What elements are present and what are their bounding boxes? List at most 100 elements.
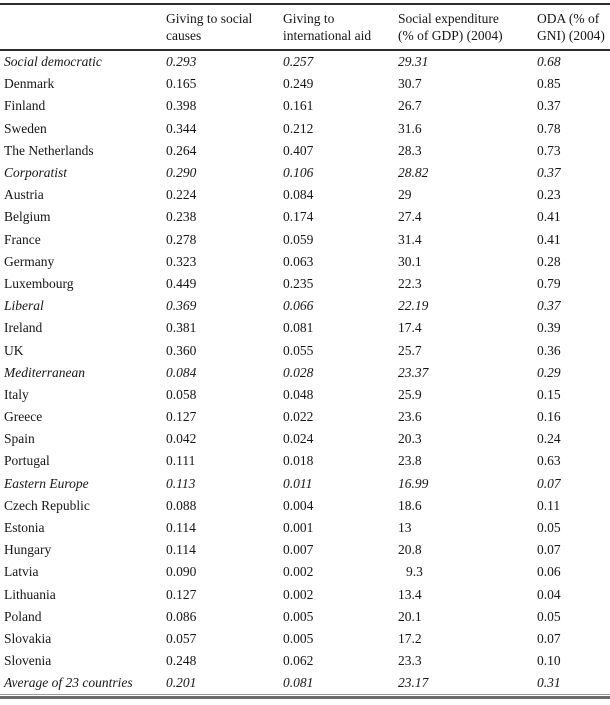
cell-value: 0.07 [537,630,561,646]
table-row: Czech Republic 0.088 0.004 18.6 0.11 [0,495,610,517]
cell-value: 0.07 [537,475,561,491]
cell-value: 0.057 [166,630,197,646]
cell-value: 0.086 [166,608,197,624]
cell-value: 0.002 [283,564,314,580]
cell-value: 0.73 [537,142,561,158]
row-label: Estonia [4,520,45,536]
cell-value: 0.23 [537,187,561,203]
table-row: Hungary 0.114 0.007 20.8 0.07 [0,539,610,561]
cell-value: 0.235 [283,275,314,291]
cell-value: 0.290 [166,165,197,181]
cell-value: 0.04 [537,586,561,602]
table-row: Lithuania 0.127 0.002 13.4 0.04 [0,584,610,606]
cell-value: 0.084 [283,187,314,203]
cell-value: 29 [398,187,412,203]
cell-value: 20.1 [398,608,422,624]
cell-value: 0.024 [283,431,314,447]
table-row: Slovenia 0.248 0.062 23.3 0.10 [0,650,610,672]
row-label: Poland [4,608,42,624]
cell-value: 0.007 [283,542,314,558]
cell-value: 16.99 [398,475,429,491]
group-row: Eastern Europe 0.113 0.011 16.99 0.07 [0,473,610,495]
cell-value: 23.6 [398,409,422,425]
cell-value: 0.05 [537,520,561,536]
cell-value: 0.127 [166,409,197,425]
row-label: Sweden [4,120,47,136]
cell-value: 0.10 [537,653,561,669]
table-header-rule [0,49,610,51]
cell-value: 0.29 [537,364,561,380]
cell-value: 23.8 [398,453,422,469]
row-label: Latvia [4,564,39,580]
table-body: Social democratic 0.293 0.257 29.31 0.68 Denm… [0,51,610,694]
row-label: Lithuania [4,586,56,602]
table-header-row: Giving to social causes Giving to intern… [0,5,610,49]
cell-value: 0.16 [537,409,561,425]
row-label: Finland [4,98,46,114]
cell-value: 0.344 [166,120,197,136]
cell-value: 0.11 [537,497,561,513]
cell-value: 0.022 [283,409,314,425]
cell-value: 0.63 [537,453,561,469]
cell-value: 22.3 [398,275,422,291]
group-row: Corporatist 0.290 0.106 28.82 0.37 [0,162,610,184]
cell-value: 0.018 [283,453,314,469]
cell-value: 0.85 [537,76,561,92]
cell-value: 23.37 [398,364,429,380]
table-row: The Netherlands 0.264 0.407 28.3 0.73 [0,140,610,162]
cell-value: 0.201 [166,675,197,691]
row-label: Slovakia [4,630,52,646]
header-cell-social-expenditure: Social expenditure (% of GDP) (2004) [394,11,533,44]
row-label: France [4,231,41,247]
row-label: Austria [4,187,44,203]
cell-value: 13.4 [398,586,422,602]
table-row: Slovakia 0.057 0.005 17.2 0.07 [0,628,610,650]
cell-value: 0.058 [166,386,197,402]
cell-value: 0.37 [537,165,561,181]
cell-value: 0.37 [537,98,561,114]
row-label: Ireland [4,320,43,336]
group-row: Social democratic 0.293 0.257 29.31 0.68 [0,51,610,73]
paper-table: Giving to social causes Giving to intern… [0,3,610,705]
cell-value: 0.081 [283,675,314,691]
table-row: Poland 0.086 0.005 20.1 0.05 [0,606,610,628]
cell-value: 0.062 [283,653,314,669]
cell-value: 25.7 [398,342,422,358]
cell-value: 0.063 [283,253,314,269]
cell-value: 0.165 [166,76,197,92]
cell-value: 0.39 [537,320,561,336]
table-row: Latvia 0.090 0.002 9.3 0.06 [0,561,610,583]
cell-value: 0.293 [166,54,197,70]
cell-value: 0.028 [283,364,314,380]
cell-value: 17.2 [398,630,422,646]
table-row: Italy 0.058 0.048 25.9 0.15 [0,384,610,406]
header-line: causes [166,27,202,43]
cell-value: 0.055 [283,342,314,358]
header-cell-giving-social: Giving to social causes [162,11,279,44]
cell-value: 0.449 [166,275,197,291]
cell-value: 0.41 [537,231,561,247]
row-label: Belgium [4,209,51,225]
cell-value: 0.15 [537,386,561,402]
cell-value: 0.31 [537,675,561,691]
cell-value: 0.088 [166,497,197,513]
cell-value: 0.238 [166,209,197,225]
header-line: international aid [283,27,372,43]
cell-value: 0.79 [537,275,561,291]
cell-value: 27.4 [398,209,422,225]
table-row: Greece 0.127 0.022 23.6 0.16 [0,406,610,428]
cell-value: 0.28 [537,253,561,269]
cell-value: 0.004 [283,497,314,513]
header-cell-oda: ODA (% of GNI) (2004) [533,11,610,44]
table-row: UK 0.360 0.055 25.7 0.36 [0,339,610,361]
cell-value: 26.7 [398,98,422,114]
row-label: Mediterranean [4,364,85,380]
cell-value: 0.37 [537,298,561,314]
cell-value: 28.82 [398,165,429,181]
cell-value: 13 [398,520,412,536]
cell-value: 0.048 [283,386,314,402]
cell-value: 31.6 [398,120,422,136]
cell-value: 0.381 [166,320,197,336]
cell-value: 0.07 [537,542,561,558]
table-bottom-rule-thin [0,694,610,696]
